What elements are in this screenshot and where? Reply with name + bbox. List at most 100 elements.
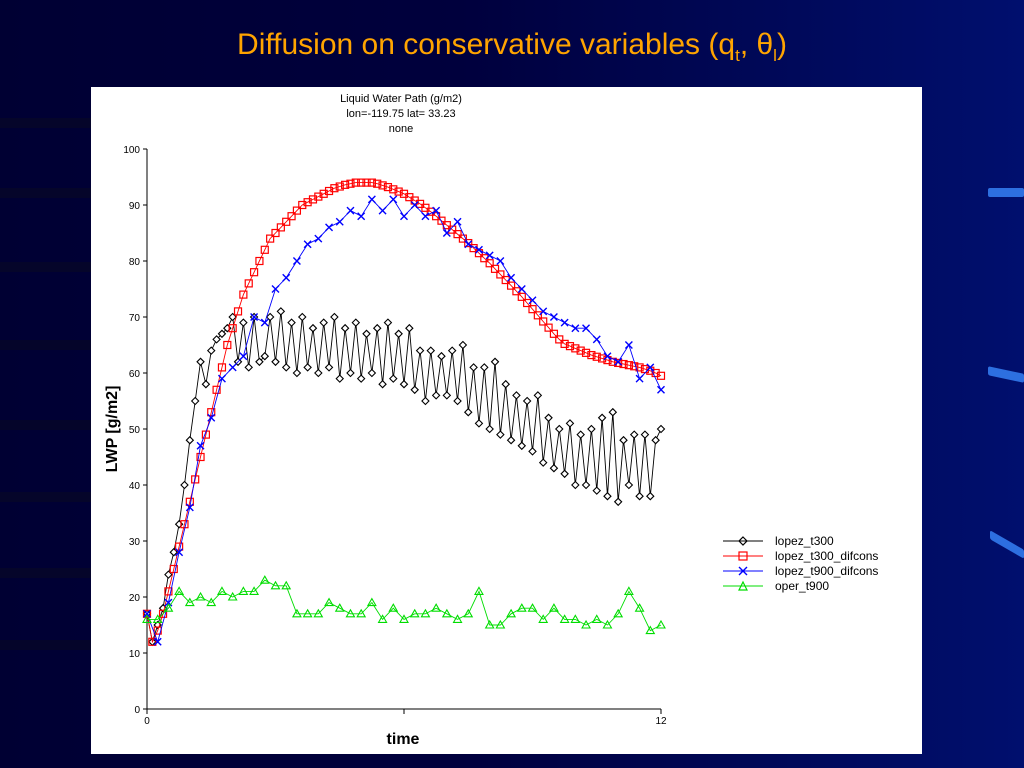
data-point: [164, 587, 173, 596]
data-point: [496, 257, 505, 265]
data-point: [302, 608, 313, 618]
y-tick-label: 100: [123, 145, 140, 156]
data-point: [367, 368, 377, 378]
data-point: [152, 614, 163, 623]
data-point: [453, 396, 462, 406]
legend-marker-triangle: [723, 580, 763, 591]
data-point: [303, 240, 312, 249]
data-point: [539, 307, 548, 316]
data-point: [544, 413, 553, 423]
data-point: [164, 570, 173, 579]
data-point: [378, 379, 387, 389]
data-point: [506, 281, 516, 290]
data-point: [223, 340, 232, 350]
legend-entry-oper-t900: oper_t900: [723, 578, 878, 593]
data-point: [201, 379, 211, 389]
data-point: [581, 619, 591, 629]
data-point: [614, 357, 623, 366]
data-point: [148, 637, 157, 646]
legend-marker-diamond: [723, 535, 763, 546]
chart-subtitle-none: none: [389, 123, 413, 135]
y-tick-label: 0: [134, 705, 140, 716]
data-point: [516, 603, 527, 612]
data-point: [239, 318, 248, 327]
data-point: [163, 603, 174, 612]
data-point: [517, 441, 527, 451]
data-point: [528, 447, 537, 456]
data-point: [362, 329, 371, 339]
data-point: [613, 497, 623, 507]
data-point: [415, 346, 425, 355]
data-point: [463, 407, 473, 417]
data-point: [442, 391, 452, 400]
data-point: [372, 323, 382, 333]
data-point: [453, 217, 462, 226]
legend-marker-square: [723, 550, 763, 561]
data-point: [212, 335, 221, 344]
data-point: [324, 363, 334, 372]
data-point: [656, 424, 666, 434]
data-point: [142, 614, 152, 623]
data-point: [517, 285, 526, 293]
data-point: [432, 212, 441, 221]
chart-frame: Liquid Water Path (g/m2) lon=-119.75 lat…: [91, 87, 922, 754]
data-point: [624, 341, 633, 349]
data-point: [496, 270, 505, 279]
data-point: [480, 363, 489, 372]
data-point: [265, 312, 275, 322]
data-point: [184, 597, 195, 607]
data-point: [447, 346, 457, 355]
data-point: [281, 580, 292, 590]
legend-label: lopez_t300_difcons: [775, 548, 879, 563]
data-point: [426, 346, 436, 355]
data-point: [303, 363, 312, 372]
data-point: [314, 234, 323, 243]
data-point: [330, 184, 339, 193]
data-point: [378, 181, 387, 190]
data-point: [249, 268, 259, 277]
data-point: [421, 396, 430, 406]
data-point: [603, 352, 612, 361]
data-point: [581, 480, 591, 490]
data-point: [291, 608, 302, 618]
data-point: [367, 178, 376, 187]
background-stripe: [0, 420, 92, 430]
data-point: [266, 234, 275, 243]
data-point: [308, 323, 318, 333]
data-point: [485, 251, 494, 260]
data-point: [656, 619, 666, 629]
slide-title-subscript-l: l: [773, 46, 777, 65]
data-point: [335, 374, 345, 383]
data-point: [527, 603, 538, 612]
data-point: [373, 179, 382, 188]
chart-axes: 0 10 20 30 40 50 60 70 80 90 100 0 12: [123, 145, 667, 727]
data-point: [582, 324, 591, 333]
data-point: [190, 396, 200, 406]
y-tick-label: 10: [129, 649, 141, 660]
data-point: [646, 363, 655, 372]
data-point: [362, 178, 371, 187]
slide-title-theta: θ: [756, 28, 774, 61]
data-point: [153, 637, 162, 646]
data-point: [207, 413, 216, 422]
data-point: [351, 318, 361, 327]
data-point: [463, 608, 474, 618]
background-stripe: [0, 340, 92, 350]
data-point: [437, 351, 446, 361]
background-stripe: [0, 118, 92, 128]
series-line-oper_t900: [147, 579, 662, 632]
data-point: [560, 318, 569, 327]
data-point: [282, 273, 291, 282]
slide-title-separator: ,: [739, 28, 757, 61]
data-point: [410, 201, 419, 209]
data-point: [389, 185, 398, 194]
data-point: [533, 311, 542, 320]
data-point: [356, 608, 367, 618]
data-point: [259, 575, 270, 584]
series-line-lopez_t300_difcons: [146, 182, 662, 644]
data-point: [292, 368, 302, 378]
data-point: [420, 608, 431, 618]
data-point: [437, 216, 446, 225]
data-point: [276, 223, 285, 232]
data-point: [260, 318, 269, 327]
